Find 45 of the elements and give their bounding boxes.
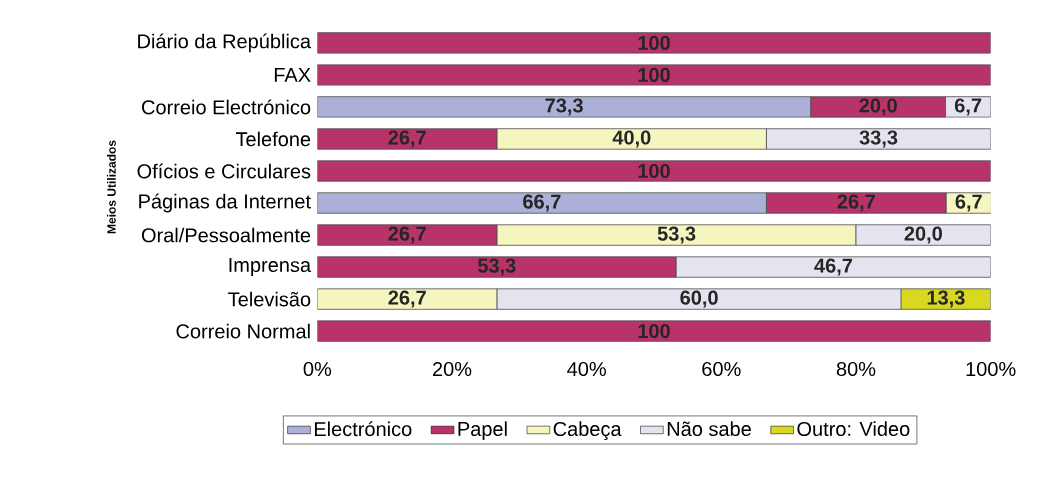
y-tick-label: Imprensa [229,258,312,277]
x-tick-label: 80% [836,361,876,377]
legend-label: Outro: Video [797,421,910,437]
y-tick-label: Diário da República [138,33,312,53]
legend-label: Não sabe [667,421,751,437]
data-label: 26,7 [388,290,426,308]
legend-label: Papel [458,421,507,440]
bar [317,320,991,342]
data-label: 20,0 [859,98,897,116]
data-label: 46,7 [814,258,853,276]
y-tick-label: Correio Normal [176,323,310,339]
data-label: 60,0 [680,290,718,308]
y-axis-title: Meios Utilizados [107,140,116,234]
legend-label: Cabeça [553,421,622,441]
y-tick-label: Ofícios e Circulares [137,163,311,179]
data-label: 100 [638,35,670,50]
data-label: 53,3 [477,258,516,276]
data-label: 26,7 [837,194,875,212]
x-tick-label: 0% [303,361,332,377]
data-label: 13,3 [927,290,965,308]
legend-label: Electrónico [314,421,412,437]
y-tick-label: Televisão [228,291,311,307]
x-tick-label: 60% [702,361,741,377]
data-label: 26,7 [388,226,426,244]
data-label: 100 [638,67,670,82]
data-label: 6,7 [955,194,982,212]
bar [317,64,991,86]
data-label: 66,7 [523,194,561,212]
data-label: 33,3 [859,130,898,148]
data-label: 40,0 [612,130,651,148]
data-label: 20,0 [904,226,942,244]
x-tick-label: 20% [432,361,472,377]
data-label: 100 [638,163,670,179]
y-tick-label: Páginas da Internet [139,193,311,213]
y-tick-label: FAX [274,68,311,82]
x-tick-label: 100% [966,361,1016,377]
y-tick-label: Correio Electrónico [142,99,311,115]
y-tick-label: Telefone [235,131,311,147]
y-tick-label: Oral/Pessoalmente [141,227,311,243]
data-label: 100 [638,324,670,339]
x-tick-label: 40% [567,361,606,377]
data-label: 53,3 [657,226,696,244]
data-label: 73,3 [545,98,583,116]
data-label: 6,7 [954,98,982,116]
data-label: 26,7 [388,130,426,148]
